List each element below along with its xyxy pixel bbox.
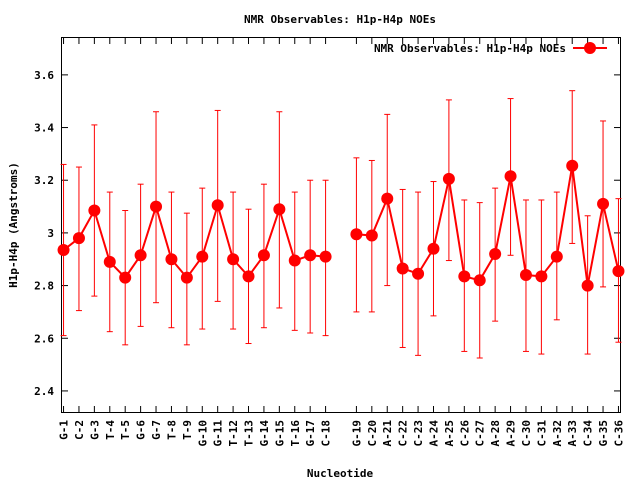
data-point — [427, 242, 440, 255]
x-tick-label: T-16 — [289, 420, 302, 447]
data-point — [257, 249, 270, 262]
data-point — [119, 271, 132, 284]
x-tick-label: T-9 — [181, 420, 194, 440]
x-tick-label: A-25 — [443, 420, 456, 447]
legend-marker — [584, 42, 596, 54]
x-tick-label: T-5 — [119, 420, 132, 440]
data-point — [612, 265, 625, 278]
x-tick-label: G-3 — [88, 420, 101, 440]
x-tick-label: C-2 — [73, 420, 86, 440]
data-point — [88, 204, 101, 217]
data-point — [211, 199, 224, 212]
x-tick-label: C-27 — [474, 420, 487, 447]
y-tick-label: 3.6 — [34, 69, 54, 82]
data-point — [165, 253, 178, 266]
data-point — [566, 159, 579, 172]
x-tick-label: T-4 — [104, 420, 117, 440]
x-tick-label: A-33 — [566, 420, 579, 447]
data-point — [180, 271, 193, 284]
x-tick-label: A-29 — [505, 420, 518, 447]
data-point — [473, 274, 486, 287]
x-tick-label: G-17 — [304, 420, 317, 447]
x-tick-label: A-28 — [489, 420, 502, 447]
x-tick-label: T-12 — [227, 420, 240, 447]
x-tick-label: G-15 — [273, 420, 286, 447]
x-tick-label: C-23 — [412, 420, 425, 447]
x-tick-label: A-24 — [427, 420, 440, 447]
x-tick-label: A-21 — [381, 420, 394, 447]
data-point — [504, 170, 517, 183]
y-tick-label: 2.6 — [34, 332, 54, 345]
x-tick-label: C-36 — [612, 420, 625, 447]
data-point — [396, 262, 409, 275]
legend: NMR Observables: H1p-H4p NOEs — [374, 42, 607, 55]
data-point — [381, 192, 394, 205]
data-point — [304, 249, 317, 262]
data-point — [350, 228, 363, 241]
x-tick-label: G-1 — [58, 420, 71, 440]
data-point — [103, 255, 116, 268]
data-point — [550, 250, 563, 263]
data-point — [535, 270, 548, 283]
x-tick-label: C-31 — [535, 420, 548, 447]
x-tick-label: C-34 — [582, 420, 595, 447]
data-point — [581, 279, 594, 292]
data-point — [242, 270, 255, 283]
y-tick-label: 2.4 — [34, 385, 54, 398]
data-point — [458, 270, 471, 283]
x-tick-label: G-6 — [135, 420, 148, 440]
legend-label: NMR Observables: H1p-H4p NOEs — [374, 42, 566, 55]
x-tick-label: A-32 — [551, 420, 564, 447]
x-tick-label: G-10 — [196, 420, 209, 447]
y-tick-label: 3 — [47, 227, 54, 240]
x-tick-label: C-18 — [320, 420, 333, 447]
data-point — [150, 200, 163, 213]
data-point — [72, 232, 85, 245]
series-line — [62, 201, 326, 280]
x-tick-label: C-22 — [397, 420, 410, 447]
x-axis-label: Nucleotide — [307, 467, 374, 480]
x-tick-label: G-35 — [597, 420, 610, 447]
data-point — [519, 269, 532, 282]
x-tick-label: G-19 — [350, 420, 363, 447]
data-point — [227, 253, 240, 266]
data-point — [288, 254, 301, 267]
data-point — [597, 197, 610, 210]
chart-title: NMR Observables: H1p-H4p NOEs — [244, 13, 436, 26]
y-tick-label: 3.2 — [34, 174, 54, 187]
y-tick-label: 2.8 — [34, 280, 54, 293]
data-point — [489, 247, 502, 260]
data-point — [365, 229, 378, 242]
y-tick-label: 3.4 — [34, 122, 54, 135]
y-axis-label: H1p-H4p (Angstroms) — [7, 162, 20, 288]
x-tick-label: C-26 — [458, 420, 471, 447]
data-point — [57, 244, 70, 257]
x-tick-label: G-7 — [150, 420, 163, 440]
x-tick-label: T-8 — [165, 420, 178, 440]
data-point — [442, 172, 455, 185]
x-tick-label: G-11 — [212, 420, 225, 447]
data-point — [319, 250, 332, 263]
x-tick-label: C-30 — [520, 420, 533, 447]
data-point — [273, 203, 286, 216]
series-line — [356, 165, 620, 286]
plot-frame — [61, 37, 621, 413]
x-tick-label: T-13 — [243, 420, 256, 447]
data-point — [134, 249, 147, 262]
data-point — [196, 250, 209, 263]
x-tick-label: C-20 — [366, 420, 379, 447]
data-point — [412, 267, 425, 280]
x-tick-label: G-14 — [258, 420, 271, 447]
